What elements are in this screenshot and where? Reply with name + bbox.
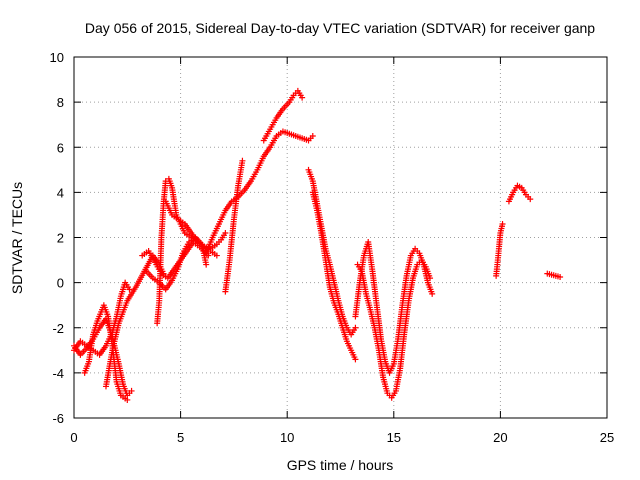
grid: [74, 57, 607, 418]
data-point: [352, 324, 359, 331]
x-tick-label: 25: [600, 430, 614, 445]
y-tick-label: 10: [50, 50, 64, 65]
chart-title: Day 056 of 2015, Sidereal Day-to-day VTE…: [85, 20, 595, 36]
y-axis-label: SDTVAR / TECUs: [9, 182, 25, 294]
data-point: [527, 196, 534, 203]
y-tick-label: 4: [57, 185, 64, 200]
data-point: [557, 273, 564, 280]
x-tick-label: 0: [70, 430, 77, 445]
data-point: [124, 396, 131, 403]
x-axis-label: GPS time / hours: [287, 457, 394, 473]
data-point: [128, 387, 135, 394]
y-tick-label: 8: [57, 95, 64, 110]
y-tick-label: -6: [52, 411, 64, 426]
data-point: [309, 132, 316, 139]
x-tick-label: 20: [493, 430, 507, 445]
plot-frame: [73, 56, 608, 419]
data-points: [71, 87, 564, 403]
x-axis-ticks: 0 5 10 15 20 25: [70, 57, 614, 445]
data-point: [427, 275, 434, 282]
data-point: [213, 252, 220, 259]
data-point: [126, 286, 133, 293]
y-tick-label: 6: [57, 140, 64, 155]
data-point: [203, 261, 210, 268]
x-tick-label: 15: [387, 430, 401, 445]
data-point: [429, 290, 436, 297]
y-tick-label: 0: [57, 276, 64, 291]
y-tick-label: -2: [52, 321, 64, 336]
y-tick-label: -4: [52, 366, 64, 381]
x-tick-label: 5: [177, 430, 184, 445]
data-point: [239, 157, 246, 164]
data-point: [299, 94, 306, 101]
y-axis-ticks: -6 -4 -2 0 2 4 6 8 10: [50, 50, 607, 426]
x-tick-label: 10: [280, 430, 294, 445]
data-point: [499, 220, 506, 227]
data-point: [222, 229, 229, 236]
y-tick-label: 2: [57, 231, 64, 246]
data-point: [352, 356, 359, 363]
